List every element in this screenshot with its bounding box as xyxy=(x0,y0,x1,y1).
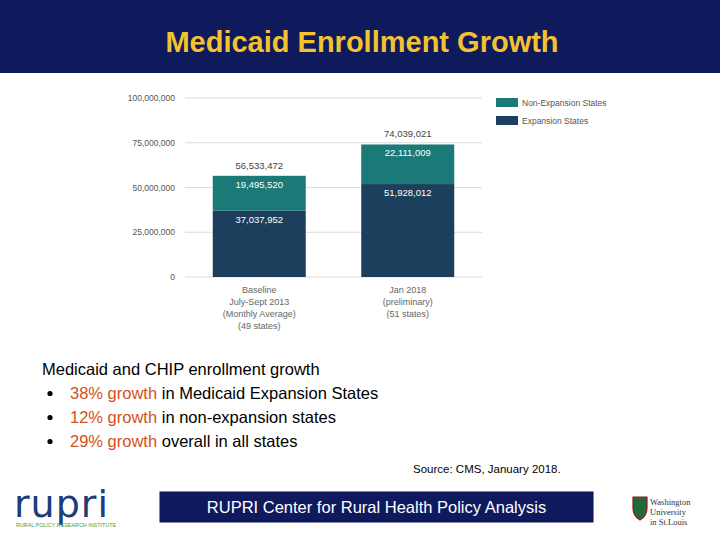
footer: RUPRI Center for Rural Health Policy Ana… xyxy=(207,498,546,516)
bullet-dot xyxy=(47,391,52,396)
category-line: (51 states) xyxy=(386,309,429,319)
category-label: Baseline July-Sept 2013 (Monthly Average) (… xyxy=(223,285,296,331)
footer-box xyxy=(160,492,593,522)
shield xyxy=(633,497,647,520)
bullet: 12% growth in non-expansion states xyxy=(70,408,336,426)
category-line: July-Sept 2013 xyxy=(229,297,289,307)
data-label: 22,111,009 xyxy=(385,147,431,158)
bullet-dot xyxy=(47,415,52,420)
heading: Medicaid and CHIP enrollment growth xyxy=(42,360,320,378)
legend-swatch xyxy=(496,98,518,107)
tick-label: 25,000,000 xyxy=(132,227,175,237)
bullet-text: overall in all states xyxy=(157,432,297,450)
data-label: 37,037,952 xyxy=(235,214,283,225)
bar xyxy=(213,211,306,277)
grid-line xyxy=(185,98,482,99)
tick-label: 50,000,000 xyxy=(132,183,175,193)
category-line: (49 states) xyxy=(238,321,281,331)
bars xyxy=(213,144,455,277)
logo-tagline: RURAL POLICY RESEARCH INSTITUTE xyxy=(16,522,116,528)
data-label: 51,928,012 xyxy=(384,187,432,198)
bar xyxy=(213,176,306,211)
category-line: (preliminary) xyxy=(383,297,433,307)
legend-entry: Expansion States xyxy=(522,116,588,126)
data-labels: 37,037,952 19,495,520 56,533,472 51,928,012… xyxy=(235,128,431,224)
tick-label: 100,000,000 xyxy=(128,93,176,103)
total-label: 56,533,472 xyxy=(235,160,283,171)
legend-entry: Non-Expansion States xyxy=(522,98,607,108)
title-banner xyxy=(0,0,720,73)
category-label: Jan 2018 (preliminary) (51 states) xyxy=(383,285,433,319)
grid-line xyxy=(185,142,482,143)
bullet-text: in non-expansion states xyxy=(157,408,336,426)
slide: Medicaid Enrollment Growth 0 25,000,000 50,… xyxy=(0,0,720,540)
legend-swatch xyxy=(496,116,518,125)
bullet-dot xyxy=(47,439,52,444)
category-line: Jan 2018 xyxy=(389,285,426,295)
logo-line: Washington xyxy=(650,497,691,507)
tick-label: 75,000,000 xyxy=(132,138,175,148)
bar xyxy=(361,144,454,184)
bullet: 38% growth in Medicaid Expansion States xyxy=(70,384,378,402)
logo-line: University xyxy=(650,507,687,517)
bullet-highlight: 29% growth xyxy=(70,432,157,450)
bar xyxy=(361,184,454,277)
bullet-highlight: 12% growth xyxy=(70,408,157,426)
logo-line: in St.Louis xyxy=(650,517,687,527)
category-line: (Monthly Average) xyxy=(223,309,296,319)
data-label: 19,495,520 xyxy=(235,179,283,190)
source: Source: CMS, January 2018. xyxy=(413,463,561,475)
logo-name: rupri xyxy=(14,482,109,526)
bullet: 29% growth overall in all states xyxy=(70,432,297,450)
bullet-text: in Medicaid Expansion States xyxy=(157,384,378,402)
title: Medicaid Enrollment Growth xyxy=(165,26,558,58)
total-label: 74,039,021 xyxy=(384,128,432,139)
tick-label: 0 xyxy=(170,272,175,282)
category-line: Baseline xyxy=(242,285,277,295)
bullet-highlight: 38% growth xyxy=(70,384,157,402)
background xyxy=(0,0,720,540)
